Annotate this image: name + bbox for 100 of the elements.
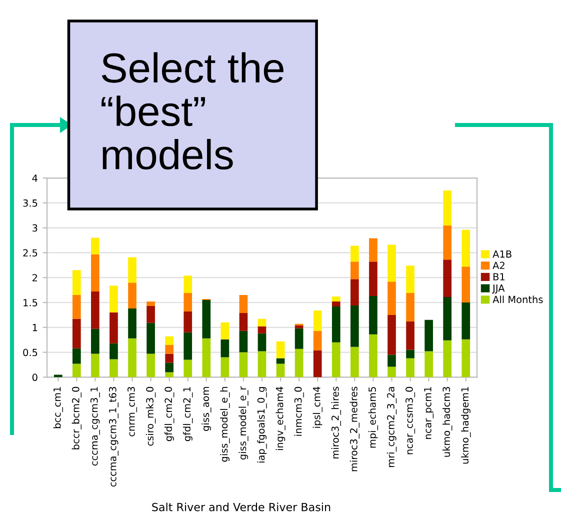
x-tick-label: giss_model_e_r — [238, 386, 248, 460]
bar — [146, 302, 155, 306]
bar — [369, 262, 378, 296]
x-tick-label: ncar_ccsm3_0 — [406, 386, 416, 454]
y-tick-label: 0.5 — [23, 348, 38, 356]
bar — [91, 354, 100, 378]
legend-label: B1 — [494, 273, 505, 280]
bar — [239, 295, 248, 313]
bar — [91, 292, 100, 329]
x-tick-label: miroc3_2_hires — [331, 386, 341, 458]
bar — [258, 326, 266, 334]
bar — [406, 358, 414, 378]
x-tick-label: miroc3_2_medres — [350, 386, 360, 472]
bar — [165, 344, 174, 354]
bar — [406, 293, 414, 322]
bar — [388, 354, 396, 367]
bar — [388, 282, 396, 315]
x-tick-label: gfdl_cm2_1 — [183, 387, 193, 442]
bar — [128, 308, 136, 338]
bar — [54, 374, 62, 378]
x-tick-label: ipsl_cm4 — [312, 386, 322, 428]
x-tick-label: cnrm_cm3 — [128, 387, 138, 436]
bar — [462, 230, 470, 267]
bar — [313, 330, 322, 350]
x-tick-label: ingv_echam4 — [276, 386, 286, 450]
x-tick-label: ukmo_hadcm3 — [442, 387, 452, 457]
bar — [388, 366, 396, 378]
y-tick-label: 0 — [32, 374, 38, 382]
x-tick-label: bccr_bcm2_0 — [72, 386, 82, 450]
bar — [128, 257, 136, 283]
bar — [369, 238, 378, 262]
bar — [332, 306, 340, 342]
bar — [110, 312, 118, 344]
bar — [72, 295, 81, 319]
bar — [146, 306, 155, 323]
bar — [350, 262, 359, 280]
x-tick-label: ukmo_hadgem1 — [461, 387, 471, 464]
bar — [350, 279, 359, 306]
bar — [72, 318, 81, 348]
bar — [443, 260, 452, 298]
bar — [332, 296, 340, 302]
bar — [146, 354, 155, 378]
bar — [220, 357, 230, 378]
bar — [146, 322, 155, 354]
legend-label: All Months — [492, 296, 543, 304]
bar — [239, 352, 248, 378]
bar — [313, 350, 322, 378]
bar — [184, 276, 192, 294]
text: Select the “best” models — [102, 52, 284, 170]
bar — [388, 314, 396, 355]
bar — [276, 358, 285, 364]
bar — [184, 360, 192, 378]
bar — [443, 297, 452, 340]
bar — [258, 318, 266, 326]
bar — [165, 336, 174, 345]
legend-label: JJA — [492, 284, 505, 294]
bar — [110, 343, 118, 360]
y-tick-label: 1 — [32, 324, 38, 332]
bar — [443, 225, 452, 260]
x-tick-label: cccma_cgcm3_1 — [90, 387, 100, 466]
y-tick-label: 2 — [32, 274, 37, 282]
bar — [443, 190, 452, 226]
x-tick-label: giss_model_e_h — [220, 387, 230, 462]
y-tick-label: 3 — [32, 224, 38, 232]
x-tick-label: inmcm3_0 — [294, 386, 304, 436]
bar — [313, 310, 322, 331]
x-axis-title: Salt River and Verde River Basin — [152, 502, 330, 512]
bar — [350, 305, 359, 347]
bar — [72, 364, 81, 378]
x-tick-label: csiro_mk3_0 — [146, 386, 156, 446]
bar — [72, 270, 81, 296]
bar — [239, 330, 248, 352]
bar — [462, 266, 470, 303]
bar — [332, 342, 340, 378]
bar — [443, 340, 452, 378]
bar — [165, 354, 174, 363]
x-tick-label: ncar_pcm1 — [424, 387, 434, 439]
bar — [294, 325, 304, 328]
bar — [202, 338, 211, 378]
bar — [258, 351, 266, 378]
bar — [165, 372, 174, 378]
bar — [220, 339, 230, 358]
bar — [276, 364, 285, 378]
bar — [388, 244, 396, 282]
x-tick-label: bcc_cm1 — [53, 387, 63, 428]
bar — [406, 321, 414, 350]
y-tick-label: 1.5 — [24, 299, 38, 306]
bar — [128, 338, 136, 378]
x-tick-label: mpi_echam5 — [368, 387, 378, 448]
bar — [462, 339, 470, 378]
bar — [350, 346, 359, 378]
y-tick-label: 2.5 — [23, 249, 38, 257]
bar — [110, 359, 118, 378]
bar — [332, 302, 340, 306]
x-tick-label: mri_cgcm2_3_2a — [386, 387, 397, 467]
bar — [406, 266, 414, 294]
bar — [294, 328, 304, 349]
bar — [202, 300, 211, 338]
y-tick-label: 4 — [32, 174, 38, 182]
bar — [350, 246, 359, 262]
